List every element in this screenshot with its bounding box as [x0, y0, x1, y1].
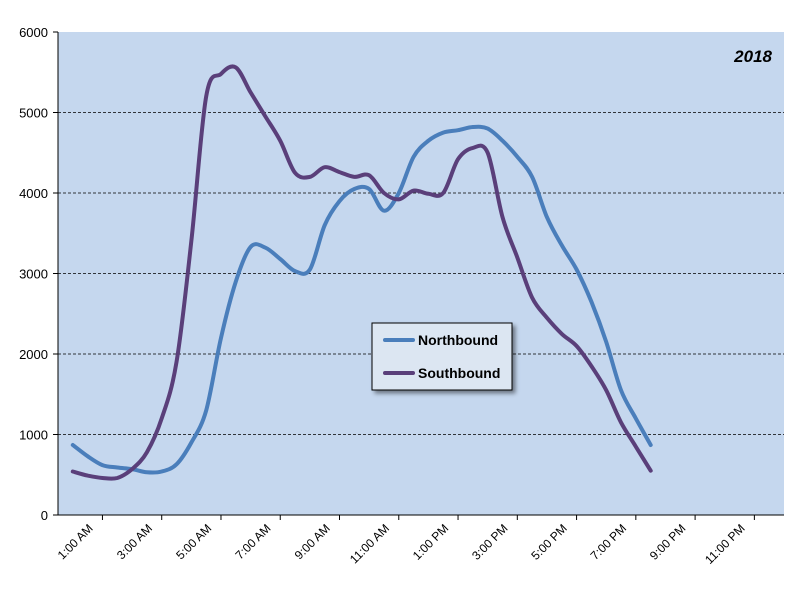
- series-line-northbound: [70, 124, 653, 475]
- y-tick-label: 2000: [19, 347, 48, 362]
- y-tick-label: 6000: [19, 25, 48, 40]
- y-tick-label: 1000: [19, 428, 48, 443]
- legend-label-northbound: Northbound: [418, 332, 498, 348]
- legend: Northbound Southbound: [371, 322, 513, 391]
- x-tick-label: 9:00 PM: [647, 521, 689, 563]
- y-axis-ticks: 0 1000 2000 3000 4000 5000 6000: [19, 25, 58, 523]
- chart-title: 2018: [733, 47, 772, 66]
- y-tick-label: 0: [41, 508, 48, 523]
- y-tick-label: 5000: [19, 106, 48, 121]
- x-tick-label: 9:00 AM: [292, 521, 333, 562]
- x-tick-label: 11:00 AM: [347, 521, 392, 566]
- x-tick-label: 11:00 PM: [702, 521, 748, 567]
- x-tick-label: 7:00 AM: [233, 521, 274, 562]
- legend-label-southbound: Southbound: [418, 365, 500, 381]
- y-tick-label: 3000: [19, 267, 48, 282]
- x-tick-label: 5:00 AM: [173, 521, 214, 562]
- x-tick-label: 3:00 PM: [469, 521, 511, 563]
- x-tick-label: 1:00 PM: [410, 521, 452, 563]
- x-axis-ticks: 1:00 AM 3:00 AM 5:00 AM 7:00 AM 9:00 AM 11:00…: [55, 515, 755, 567]
- legend-box: [371, 322, 513, 391]
- series-line-southbound: [70, 64, 653, 481]
- x-tick-label: 1:00 AM: [55, 521, 96, 562]
- series-lines: [70, 64, 653, 481]
- y-tick-label: 4000: [19, 186, 48, 201]
- x-tick-label: 3:00 AM: [114, 521, 155, 562]
- x-tick-label: 7:00 PM: [588, 521, 630, 563]
- x-tick-label: 5:00 PM: [528, 521, 570, 563]
